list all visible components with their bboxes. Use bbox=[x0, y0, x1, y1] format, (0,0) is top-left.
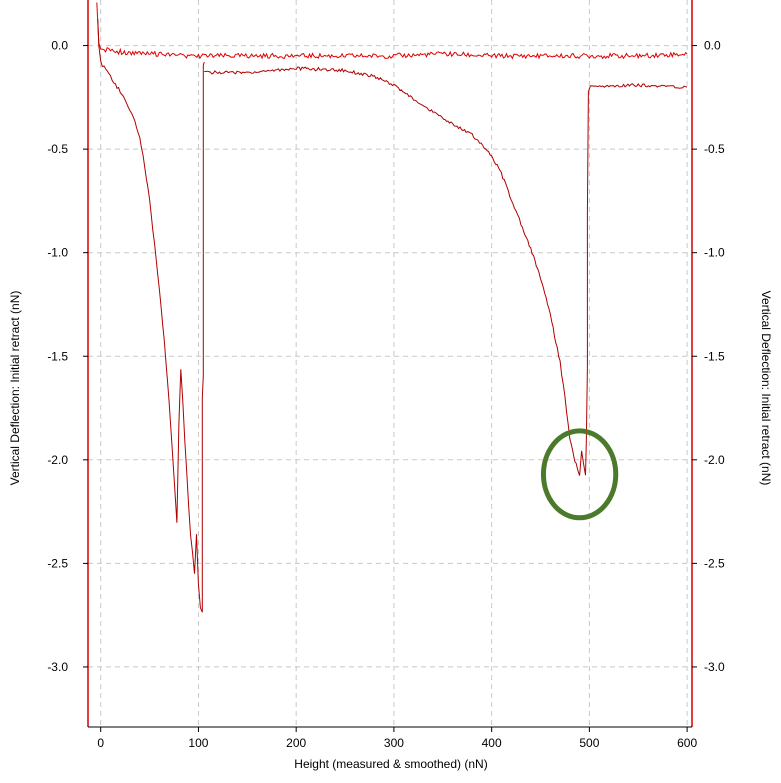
grid bbox=[88, 0, 692, 727]
y-tick-label-left: 0.0 bbox=[51, 39, 68, 53]
y-tick-label-left: -1.5 bbox=[47, 349, 68, 363]
x-tick-label: 400 bbox=[482, 736, 502, 750]
x-tick-label: 100 bbox=[188, 736, 208, 750]
x-tick-label: 0 bbox=[97, 736, 104, 750]
axis-ticks: 0 100 200 300 400 500 600 0.0 0.0 -0.5 -0.5 -1.0 -1.… bbox=[47, 39, 725, 750]
y-tick-label-right: -2.5 bbox=[704, 556, 725, 570]
y-tick-label-left: -2.0 bbox=[47, 453, 68, 467]
x-tick-label: 500 bbox=[579, 736, 599, 750]
series-line-3 bbox=[204, 66, 688, 476]
y-tick-label-right: 0.0 bbox=[704, 39, 721, 53]
y-tick-label-left: -3.0 bbox=[47, 660, 68, 674]
axes-frame bbox=[87, 0, 693, 728]
y-tick-label-left: -1.0 bbox=[47, 246, 68, 260]
y-axis-label-left: Vertical Deflection: Initial retract (nN… bbox=[8, 291, 22, 486]
plot-series bbox=[96, 2, 688, 613]
y-axis-label-right: Vertical Deflection: Initial retract (nN… bbox=[759, 291, 773, 486]
y-tick-label-right: -1.5 bbox=[704, 349, 725, 363]
x-tick-label: 600 bbox=[677, 736, 697, 750]
y-tick-label-right: -3.0 bbox=[704, 660, 725, 674]
series-line-1 bbox=[96, 2, 688, 60]
series-line-2 bbox=[97, 19, 205, 613]
y-tick-label-right: -1.0 bbox=[704, 246, 725, 260]
x-axis-label: Height (measured & smoothed) (nN) bbox=[294, 757, 487, 771]
y-tick-label-right: -2.0 bbox=[704, 453, 725, 467]
y-tick-label-left: -2.5 bbox=[47, 556, 68, 570]
x-tick-label: 200 bbox=[286, 736, 306, 750]
y-tick-label-left: -0.5 bbox=[47, 142, 68, 156]
highlight-circle bbox=[540, 428, 619, 521]
x-tick-label: 300 bbox=[384, 736, 404, 750]
annotations bbox=[540, 428, 619, 521]
y-tick-label-right: -0.5 bbox=[704, 142, 725, 156]
